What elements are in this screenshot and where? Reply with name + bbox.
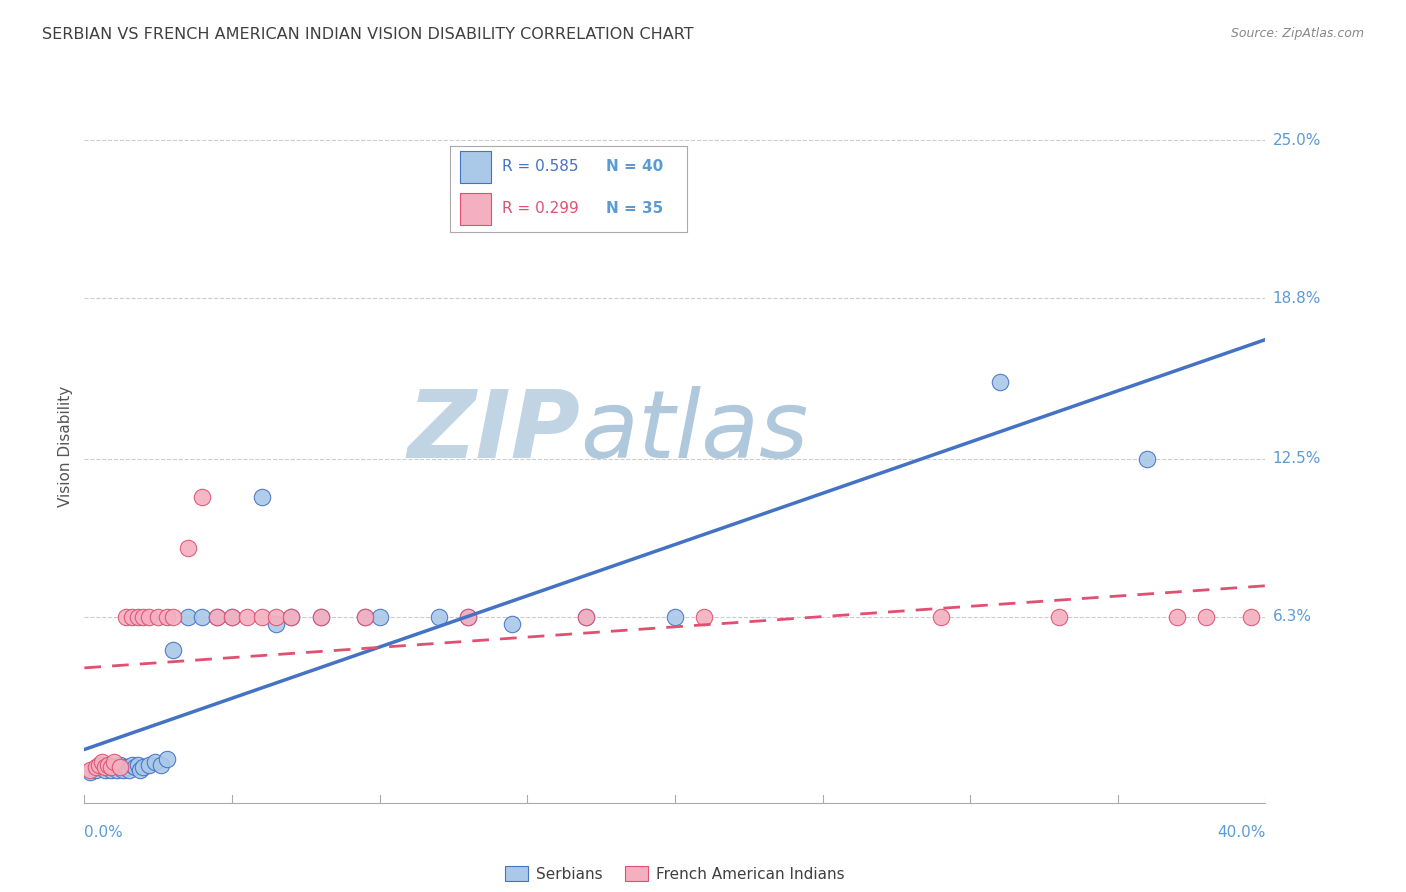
Point bbox=[127, 757, 149, 772]
Text: Source: ZipAtlas.com: Source: ZipAtlas.com bbox=[1230, 27, 1364, 40]
Point bbox=[132, 760, 155, 774]
Point bbox=[114, 609, 136, 624]
Point bbox=[111, 763, 134, 777]
Point bbox=[129, 763, 152, 777]
Point bbox=[205, 609, 228, 624]
Point bbox=[368, 609, 391, 624]
Point bbox=[162, 643, 184, 657]
Point bbox=[103, 760, 125, 774]
Point bbox=[309, 609, 332, 624]
Point bbox=[156, 752, 179, 766]
Point bbox=[91, 757, 114, 772]
Point bbox=[91, 755, 114, 769]
Point bbox=[132, 609, 155, 624]
Point bbox=[138, 609, 160, 624]
Point bbox=[124, 760, 146, 774]
Point bbox=[105, 763, 128, 777]
Point bbox=[1166, 609, 1188, 624]
Point bbox=[108, 757, 131, 772]
Point bbox=[177, 541, 200, 555]
Point bbox=[100, 763, 122, 777]
Point bbox=[250, 490, 273, 504]
Point bbox=[121, 757, 143, 772]
Point bbox=[575, 609, 598, 624]
Text: N = 35: N = 35 bbox=[606, 202, 664, 216]
Point bbox=[97, 760, 120, 774]
Point bbox=[575, 609, 598, 624]
Text: atlas: atlas bbox=[581, 386, 808, 477]
Point bbox=[929, 609, 952, 624]
Point bbox=[118, 763, 141, 777]
Point bbox=[264, 617, 288, 632]
Text: ZIP: ZIP bbox=[408, 385, 581, 478]
Text: 40.0%: 40.0% bbox=[1218, 825, 1265, 840]
Point bbox=[221, 609, 243, 624]
Point bbox=[457, 609, 479, 624]
Text: R = 0.585: R = 0.585 bbox=[502, 160, 579, 174]
Point bbox=[205, 609, 228, 624]
Point bbox=[87, 760, 111, 774]
Point bbox=[250, 609, 273, 624]
Point bbox=[87, 757, 111, 772]
Point bbox=[138, 757, 160, 772]
Text: 25.0%: 25.0% bbox=[1272, 133, 1320, 148]
Point bbox=[1240, 609, 1263, 624]
Point bbox=[457, 609, 479, 624]
Point bbox=[94, 760, 117, 774]
Text: 0.0%: 0.0% bbox=[84, 825, 124, 840]
Point bbox=[162, 609, 184, 624]
Point bbox=[309, 609, 332, 624]
Legend: Serbians, French American Indians: Serbians, French American Indians bbox=[499, 860, 851, 888]
FancyBboxPatch shape bbox=[460, 151, 491, 183]
Point bbox=[221, 609, 243, 624]
Text: 12.5%: 12.5% bbox=[1272, 451, 1320, 467]
Point bbox=[501, 617, 523, 632]
Point bbox=[280, 609, 302, 624]
Text: 18.8%: 18.8% bbox=[1272, 291, 1320, 306]
Point bbox=[988, 376, 1011, 390]
Text: SERBIAN VS FRENCH AMERICAN INDIAN VISION DISABILITY CORRELATION CHART: SERBIAN VS FRENCH AMERICAN INDIAN VISION… bbox=[42, 27, 693, 42]
Point bbox=[693, 609, 716, 624]
Point bbox=[84, 760, 107, 774]
Point bbox=[664, 609, 686, 624]
Point bbox=[427, 609, 450, 624]
Point bbox=[156, 609, 179, 624]
Y-axis label: Vision Disability: Vision Disability bbox=[58, 385, 73, 507]
Point bbox=[1047, 609, 1070, 624]
Point bbox=[84, 763, 107, 777]
Point bbox=[148, 609, 170, 624]
Point bbox=[191, 490, 214, 504]
FancyBboxPatch shape bbox=[460, 193, 491, 225]
Point bbox=[177, 609, 200, 624]
Text: 6.3%: 6.3% bbox=[1272, 609, 1312, 624]
Point bbox=[150, 757, 173, 772]
Point bbox=[354, 609, 377, 624]
Point bbox=[79, 765, 101, 780]
Point bbox=[100, 760, 122, 774]
Point bbox=[127, 609, 149, 624]
Text: N = 40: N = 40 bbox=[606, 160, 664, 174]
Point bbox=[280, 609, 302, 624]
Point bbox=[94, 763, 117, 777]
Point bbox=[108, 760, 131, 774]
Point bbox=[1195, 609, 1218, 624]
Point bbox=[191, 609, 214, 624]
Point bbox=[143, 755, 166, 769]
Point bbox=[121, 609, 143, 624]
Point bbox=[264, 609, 288, 624]
Point bbox=[1136, 451, 1159, 466]
Point bbox=[79, 763, 101, 777]
Text: R = 0.299: R = 0.299 bbox=[502, 202, 579, 216]
Point bbox=[354, 609, 377, 624]
Point bbox=[114, 760, 136, 774]
Point bbox=[103, 755, 125, 769]
Point bbox=[235, 609, 259, 624]
Point bbox=[97, 757, 120, 772]
